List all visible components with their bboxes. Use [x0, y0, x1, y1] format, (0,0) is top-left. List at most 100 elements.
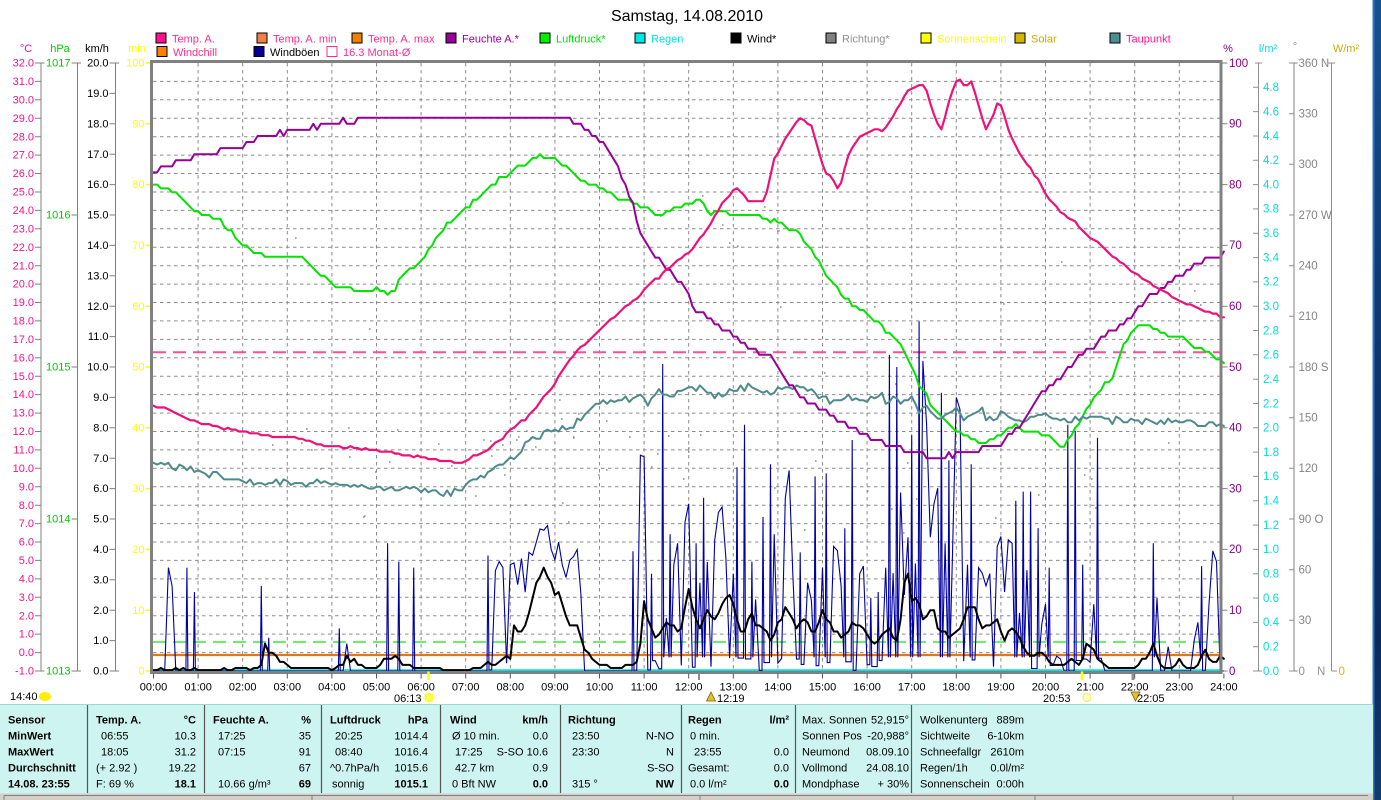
- svg-text:l/m²: l/m²: [1259, 43, 1278, 55]
- svg-text:1013: 1013: [46, 666, 70, 678]
- svg-text:11.0: 11.0: [13, 445, 34, 457]
- svg-text:28.0: 28.0: [13, 131, 34, 143]
- svg-text:°: °: [1293, 41, 1297, 53]
- svg-text:10: 10: [132, 605, 144, 617]
- svg-text:3.8: 3.8: [1263, 204, 1279, 216]
- svg-text:50: 50: [132, 362, 144, 374]
- svg-text:20.0: 20.0: [87, 58, 108, 70]
- svg-text:N: N: [1317, 666, 1325, 678]
- svg-text:1.0: 1.0: [19, 629, 34, 641]
- svg-text:-1.0: -1.0: [15, 666, 34, 678]
- svg-text:Schneefallgr: Schneefallgr: [920, 747, 981, 759]
- svg-text:Sensor: Sensor: [8, 715, 46, 727]
- svg-text:hPa: hPa: [50, 43, 70, 55]
- svg-text:80: 80: [1229, 179, 1242, 191]
- svg-text:^0.7hPa/h: ^0.7hPa/h: [330, 763, 379, 775]
- svg-text:08:40: 08:40: [335, 747, 363, 759]
- svg-text:150: 150: [1299, 413, 1318, 425]
- svg-text:1.2: 1.2: [1263, 520, 1279, 532]
- svg-text:0.0: 0.0: [1263, 666, 1279, 678]
- svg-text:32.0: 32.0: [13, 58, 34, 70]
- svg-text:Sonnenschein: Sonnenschein: [920, 779, 990, 791]
- svg-text:30.0: 30.0: [13, 94, 34, 106]
- svg-text:0.0: 0.0: [93, 666, 108, 678]
- svg-text:16.0: 16.0: [13, 352, 34, 364]
- svg-text:2.2: 2.2: [1263, 398, 1279, 410]
- svg-text:0.2: 0.2: [1263, 642, 1279, 654]
- svg-text:11.0: 11.0: [88, 331, 109, 343]
- svg-text:15:00: 15:00: [809, 682, 837, 694]
- svg-text:10.3: 10.3: [175, 731, 196, 743]
- svg-text:22:05: 22:05: [1137, 693, 1165, 705]
- svg-text:N-NO: N-NO: [646, 731, 675, 743]
- svg-text:0 Bft NW: 0 Bft NW: [452, 779, 497, 791]
- svg-text:23:55: 23:55: [694, 747, 722, 759]
- svg-text:4.6: 4.6: [1263, 106, 1279, 118]
- svg-text:17.0: 17.0: [87, 149, 108, 161]
- svg-text:50: 50: [1229, 362, 1242, 374]
- svg-text:19.0: 19.0: [87, 88, 108, 100]
- svg-text:2.0: 2.0: [93, 605, 108, 617]
- svg-text:70: 70: [132, 240, 144, 252]
- svg-text:30: 30: [1299, 615, 1312, 627]
- svg-text:8.0: 8.0: [19, 500, 34, 512]
- svg-text:0.0: 0.0: [774, 779, 789, 791]
- svg-text:3.6: 3.6: [1263, 228, 1279, 240]
- svg-text:-20,988°: -20,988°: [867, 731, 909, 743]
- svg-text:0.0: 0.0: [533, 779, 548, 791]
- svg-text:9.0: 9.0: [93, 392, 108, 404]
- svg-text:90 O: 90 O: [1299, 514, 1324, 526]
- svg-text:1016.4: 1016.4: [394, 747, 428, 759]
- svg-text:17:25: 17:25: [455, 747, 483, 759]
- svg-text:3.0: 3.0: [93, 574, 108, 586]
- svg-text:4.2: 4.2: [1263, 155, 1279, 167]
- svg-text:31.0: 31.0: [13, 76, 34, 88]
- svg-text:7.0: 7.0: [19, 518, 34, 530]
- svg-text:06:13: 06:13: [394, 693, 422, 705]
- svg-text:1015: 1015: [46, 362, 70, 374]
- svg-text:1017: 1017: [46, 58, 70, 70]
- svg-text:MinWert: MinWert: [8, 731, 52, 743]
- svg-text:10.0: 10.0: [87, 362, 108, 374]
- svg-text:9.0: 9.0: [19, 481, 34, 493]
- svg-text:%: %: [1223, 43, 1233, 55]
- svg-text:0.0: 0.0: [774, 747, 789, 759]
- svg-text:08:00: 08:00: [497, 682, 525, 694]
- svg-text:20:53: 20:53: [1043, 693, 1071, 705]
- svg-text:12:00: 12:00: [675, 682, 703, 694]
- svg-text:3.0: 3.0: [19, 592, 34, 604]
- svg-text:1014: 1014: [46, 514, 70, 526]
- svg-text:0.0: 0.0: [19, 647, 34, 659]
- svg-text:4.0: 4.0: [1263, 179, 1279, 191]
- svg-text:12.0: 12.0: [13, 426, 34, 438]
- svg-text:25.0: 25.0: [13, 187, 34, 199]
- svg-text:24.0: 24.0: [13, 205, 34, 217]
- svg-text:2.4: 2.4: [1263, 374, 1280, 386]
- svg-text:14.0: 14.0: [87, 240, 108, 252]
- svg-text:15.0: 15.0: [87, 210, 108, 222]
- svg-text:6.0: 6.0: [19, 537, 34, 549]
- svg-text:0.6: 0.6: [1263, 593, 1279, 605]
- svg-text:21.0: 21.0: [13, 260, 34, 272]
- svg-text:Taupunkt: Taupunkt: [1126, 34, 1171, 46]
- svg-text:180 S: 180 S: [1299, 362, 1329, 374]
- svg-text:91: 91: [299, 747, 311, 759]
- svg-text:3.4: 3.4: [1263, 252, 1280, 264]
- svg-text:06:00: 06:00: [407, 682, 435, 694]
- svg-text:(+ 2.92 ): (+ 2.92 ): [96, 763, 137, 775]
- svg-text:Ø 10 min.: Ø 10 min.: [452, 731, 500, 743]
- svg-text:20:25: 20:25: [335, 731, 363, 743]
- svg-text:2.8: 2.8: [1263, 325, 1279, 337]
- svg-text:14.0: 14.0: [13, 389, 34, 401]
- svg-text:60: 60: [1299, 565, 1312, 577]
- svg-text:5.0: 5.0: [93, 514, 108, 526]
- svg-text:90: 90: [132, 118, 144, 130]
- svg-text:Regen: Regen: [651, 34, 683, 46]
- svg-text:0.0 l/m²: 0.0 l/m²: [690, 779, 727, 791]
- svg-text:18:05: 18:05: [101, 747, 129, 759]
- svg-text:Richtung: Richtung: [568, 715, 616, 727]
- svg-text:42.7 km: 42.7 km: [455, 763, 494, 775]
- svg-text:16.0: 16.0: [87, 179, 108, 191]
- svg-text:1.8: 1.8: [1263, 447, 1279, 459]
- svg-text:0: 0: [1299, 666, 1305, 678]
